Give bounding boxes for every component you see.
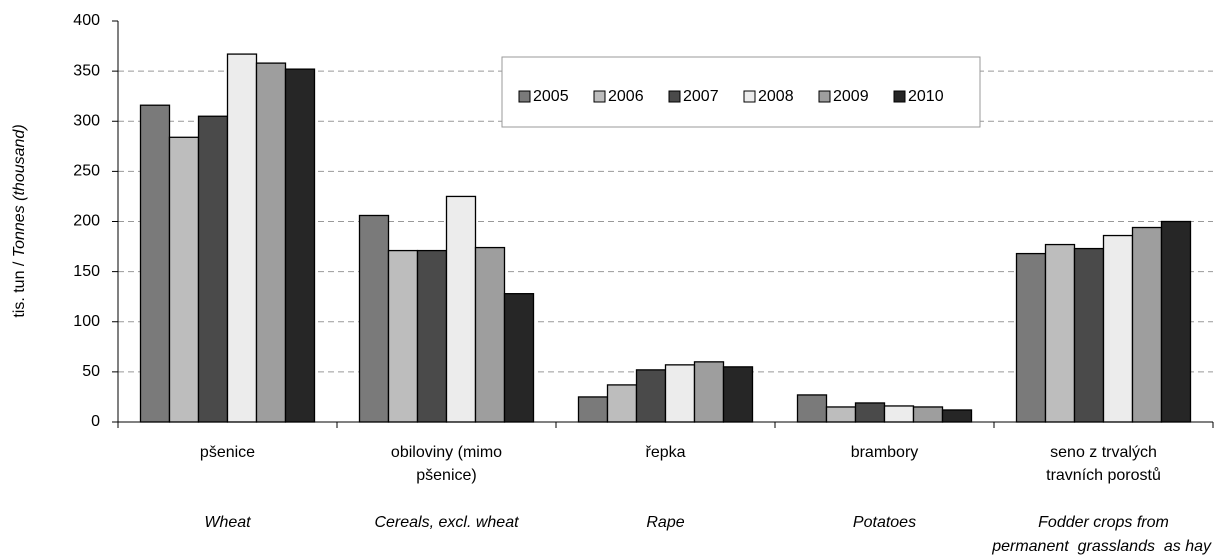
x-tick-label-en: Potatoes <box>853 514 916 531</box>
bar <box>474 246 506 423</box>
legend-label: 2006 <box>608 88 644 105</box>
legend-swatch <box>818 90 831 103</box>
legend-label: 2008 <box>758 88 794 105</box>
legend-label: 2010 <box>908 88 944 105</box>
y-tick-label: 200 <box>73 213 100 230</box>
y-tick-label: 0 <box>91 413 100 430</box>
bar <box>1102 234 1134 423</box>
y-tick-label: 350 <box>73 62 100 79</box>
y-label-en: Tonnes (thousand) <box>11 124 28 257</box>
y-tick-label: 100 <box>73 313 100 330</box>
bar <box>416 249 448 423</box>
y-tick-label: 250 <box>73 163 100 180</box>
bar <box>825 406 857 423</box>
bar <box>358 214 390 423</box>
bar <box>941 409 973 423</box>
bar <box>255 62 287 423</box>
bar <box>1073 247 1105 423</box>
x-tick-label: obiloviny (mimo <box>391 444 502 461</box>
legend-swatch <box>668 90 681 103</box>
bar <box>664 364 696 423</box>
bar <box>445 195 477 423</box>
bar <box>1044 243 1076 423</box>
x-tick-label-en: permanent grasslands as hay <box>991 538 1212 555</box>
x-tick-label-en: Cereals, excl. wheat <box>374 514 519 531</box>
x-tick-label-en: Wheat <box>204 514 251 531</box>
legend-swatch <box>893 90 906 103</box>
bar <box>139 104 171 423</box>
bar <box>168 136 200 423</box>
bar <box>226 53 258 423</box>
bar <box>197 115 229 423</box>
bar <box>854 402 886 423</box>
legend-label: 2005 <box>533 88 569 105</box>
x-tick-label-en: Rape <box>646 514 684 531</box>
legend-label: 2007 <box>683 88 719 105</box>
bar <box>912 406 944 423</box>
bar <box>1015 252 1047 423</box>
bar <box>693 361 725 423</box>
bar <box>1160 220 1192 423</box>
legend-swatch <box>518 90 531 103</box>
x-tick-label: řepka <box>645 444 685 461</box>
bar <box>796 394 828 423</box>
y-tick-label: 400 <box>73 12 100 29</box>
bar <box>577 396 609 423</box>
x-tick-label-en: Fodder crops from <box>1038 514 1169 531</box>
x-tick-label: travních porostů <box>1046 466 1161 484</box>
x-tick-label: pšenice <box>200 444 255 461</box>
y-tick-label: 300 <box>73 112 100 129</box>
bar <box>722 366 754 423</box>
x-tick-label: pšenice) <box>416 467 476 484</box>
y-tick-label: 150 <box>73 263 100 280</box>
bar <box>503 293 535 423</box>
x-tick-label: brambory <box>851 444 919 461</box>
legend-swatch <box>743 90 756 103</box>
y-tick-label: 50 <box>82 363 100 380</box>
x-tick-label: seno z trvalých <box>1050 444 1157 461</box>
legend-label: 2009 <box>833 88 869 105</box>
bar <box>635 369 667 423</box>
bar <box>606 384 638 423</box>
bar <box>1131 226 1163 423</box>
legend-swatch <box>593 90 606 103</box>
bar <box>883 405 915 423</box>
bar <box>284 68 316 423</box>
y-label-cz: tis. tun / <box>11 257 28 317</box>
y-axis-label: tis. tun / Tonnes (thousand) <box>11 124 28 317</box>
bar <box>387 249 419 423</box>
